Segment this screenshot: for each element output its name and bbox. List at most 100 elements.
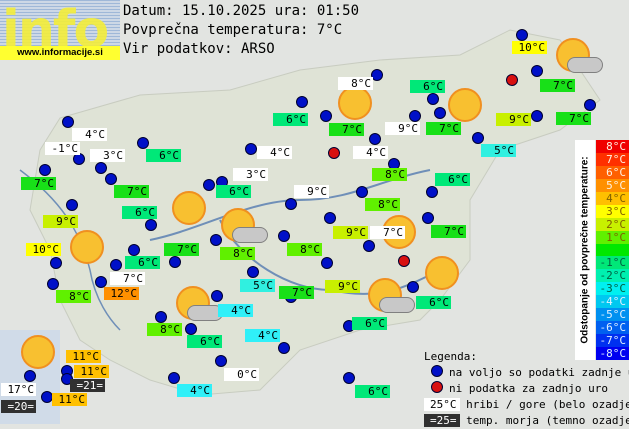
scale-step: 5°C: [596, 178, 629, 192]
station-marker[interactable]: [296, 96, 308, 108]
station-temperature-label: 7°C: [279, 286, 314, 299]
station-temperature-label: 9°C: [333, 226, 368, 239]
station-marker[interactable]: [426, 186, 438, 198]
scale-title-box: Odstopanje od povprečne temperature:: [575, 140, 595, 360]
station-marker[interactable]: [155, 311, 167, 323]
red-dot-icon: [431, 381, 443, 393]
scale-step: -4°C: [596, 295, 629, 308]
legend-row-missing: ni podatka za zadnjo uro: [424, 381, 629, 397]
station-temperature-label: 4°C: [353, 146, 388, 159]
date-line: Datum: 15.10.2025 ura: 01:50: [123, 3, 360, 19]
station-marker[interactable]: [211, 290, 223, 302]
station-marker-missing[interactable]: [328, 147, 340, 159]
station-temperature-label: 6°C: [146, 149, 181, 162]
station-marker[interactable]: [128, 244, 140, 256]
station-marker[interactable]: [168, 372, 180, 384]
station-temperature-label: 6°C: [216, 185, 251, 198]
site-logo[interactable]: info www.informacije.si: [0, 0, 120, 60]
station-temperature-label: 7°C: [329, 123, 364, 136]
station-marker[interactable]: [245, 143, 257, 155]
scale-step: 7°C: [596, 152, 629, 166]
station-temperature-label: 8°C: [147, 323, 182, 336]
station-marker[interactable]: [185, 323, 197, 335]
station-marker[interactable]: [472, 132, 484, 144]
station-marker[interactable]: [169, 256, 181, 268]
station-marker[interactable]: [278, 230, 290, 242]
legend-row-sea: =25= temp. morja (temno ozadje): [424, 413, 629, 429]
station-temperature-label: 11°C: [66, 350, 101, 363]
scale-title: Odstopanje od povprečne temperature:: [579, 156, 591, 344]
station-marker[interactable]: [95, 162, 107, 174]
station-marker-missing[interactable]: [398, 255, 410, 267]
station-marker[interactable]: [24, 370, 36, 382]
station-marker[interactable]: [62, 116, 74, 128]
station-marker[interactable]: [407, 281, 419, 293]
station-marker[interactable]: [531, 110, 543, 122]
station-marker[interactable]: [320, 110, 332, 122]
station-marker[interactable]: [343, 372, 355, 384]
scale-step: -1°C: [596, 256, 629, 269]
logo-url-link[interactable]: www.informacije.si: [0, 46, 120, 60]
station-marker[interactable]: [516, 29, 528, 41]
station-marker[interactable]: [95, 276, 107, 288]
station-temperature-label: 9°C: [385, 122, 420, 135]
station-marker[interactable]: [66, 199, 78, 211]
legend-missing-text: ni podatka za zadnjo uro: [449, 382, 608, 395]
station-temperature-label: 4°C: [72, 128, 107, 141]
scale-step: 4°C: [596, 191, 629, 205]
station-temperature-label: 7°C: [21, 177, 56, 190]
scale-step: -2°C: [596, 269, 629, 282]
station-marker[interactable]: [278, 342, 290, 354]
sun-icon: [70, 230, 104, 264]
station-temperature-label: 9°C: [43, 215, 78, 228]
station-marker[interactable]: [110, 259, 122, 271]
station-temperature-label: -1°C: [45, 142, 80, 155]
scale-step: 6°C: [596, 165, 629, 179]
station-marker[interactable]: [356, 186, 368, 198]
station-temperature-label: 8°C: [338, 77, 373, 90]
deviation-color-scale: 8°C 7°C 6°C 5°C 4°C 3°C 2°C 1°C -1°C -2°C -3°C -4°C…: [596, 140, 629, 360]
station-marker[interactable]: [145, 219, 157, 231]
station-marker[interactable]: [47, 278, 59, 290]
sun-icon: [425, 256, 459, 290]
station-marker[interactable]: [434, 107, 446, 119]
cloud-icon: [567, 57, 603, 73]
legend-row-mountain: 25°C hribi / gore (belo ozadje): [424, 397, 629, 413]
station-temperature-label: 8°C: [220, 247, 255, 260]
station-marker-missing[interactable]: [506, 74, 518, 86]
station-marker[interactable]: [203, 179, 215, 191]
station-marker[interactable]: [371, 69, 383, 81]
station-marker[interactable]: [324, 212, 336, 224]
sun-icon: [172, 191, 206, 225]
station-marker[interactable]: [422, 212, 434, 224]
station-marker[interactable]: [531, 65, 543, 77]
sun-icon: [338, 86, 372, 120]
station-marker[interactable]: [285, 198, 297, 210]
station-marker[interactable]: [210, 234, 222, 246]
station-marker[interactable]: [369, 133, 381, 145]
station-marker[interactable]: [39, 164, 51, 176]
station-temperature-label: 7°C: [540, 79, 575, 92]
station-marker[interactable]: [247, 266, 259, 278]
station-temperature-label: 0°C: [224, 368, 259, 381]
legend-title: Legenda:: [424, 350, 477, 363]
station-marker[interactable]: [215, 355, 227, 367]
station-temperature-label: 17°C: [1, 383, 36, 396]
station-marker[interactable]: [427, 93, 439, 105]
scale-step: 2°C: [596, 217, 629, 231]
station-marker[interactable]: [105, 173, 117, 185]
station-marker[interactable]: [584, 99, 596, 111]
station-temperature-label: 3°C: [233, 168, 268, 181]
station-marker[interactable]: [137, 137, 149, 149]
station-temperature-label: 9°C: [496, 113, 531, 126]
station-temperature-label: 9°C: [294, 185, 329, 198]
station-marker[interactable]: [363, 240, 375, 252]
scale-step: -6°C: [596, 321, 629, 334]
station-temperature-label: 6°C: [435, 173, 470, 186]
station-marker[interactable]: [321, 257, 333, 269]
station-marker[interactable]: [409, 110, 421, 122]
station-temperature-label: 6°C: [352, 317, 387, 330]
station-marker[interactable]: [50, 257, 62, 269]
station-temperature-label: 12°C: [104, 287, 139, 300]
station-temperature-label: 6°C: [410, 80, 445, 93]
